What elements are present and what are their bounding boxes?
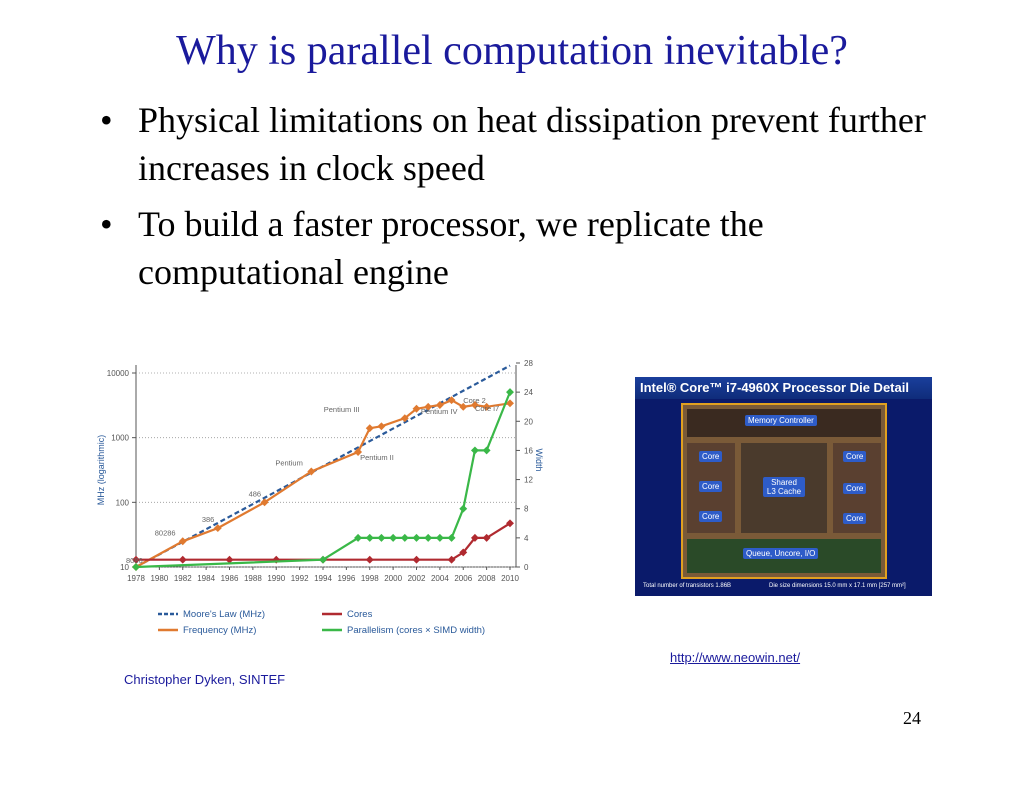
series-point-2 xyxy=(482,533,491,542)
series-point-2 xyxy=(178,555,187,564)
y2-tick-label: 8 xyxy=(524,505,529,514)
series-point-3 xyxy=(424,533,433,542)
annotation-label: Pentium II xyxy=(360,453,394,462)
page-number: 24 xyxy=(903,708,921,728)
die-footer-transistors: Total number of transistors 1.86B xyxy=(643,583,732,589)
x-tick-label: 1992 xyxy=(291,574,309,583)
y2-tick-label: 16 xyxy=(524,446,533,455)
x-tick-label: 1988 xyxy=(244,574,262,583)
series-point-1 xyxy=(365,424,374,433)
annotation-label: 386 xyxy=(202,515,215,524)
x-tick-label: 1990 xyxy=(267,574,285,583)
series-point-3 xyxy=(506,388,514,397)
x-tick-label: 2010 xyxy=(501,574,519,583)
bullet-item: • Physical limitations on heat dissipatio… xyxy=(100,100,926,188)
die-label-core: Core xyxy=(699,481,723,492)
series-point-3 xyxy=(354,533,363,542)
series-point-1 xyxy=(213,524,222,533)
series-point-3 xyxy=(400,533,409,542)
annotation-label: Core i7 xyxy=(475,404,499,413)
series-point-1 xyxy=(459,402,468,411)
y2-axis-title: Width xyxy=(534,448,544,471)
die-image-header: Intel® Core™ i7-4960X Processor Die Deta… xyxy=(635,377,932,399)
chart-credit: Christopher Dyken, SINTEF xyxy=(124,672,286,687)
series-point-3 xyxy=(447,533,456,542)
x-tick-label: 1986 xyxy=(221,574,239,583)
x-tick-label: 1998 xyxy=(361,574,379,583)
y2-tick-label: 24 xyxy=(524,388,533,397)
series-point-1 xyxy=(377,422,386,431)
annotation-label: Pentium IV xyxy=(421,407,458,416)
die-label-queue-uncore: Queue, Uncore, I/O xyxy=(743,548,819,559)
die-footer-size: Die size dimensions 15.0 mm x 17.1 mm [2… xyxy=(769,583,906,589)
y2-tick-label: 20 xyxy=(524,417,533,426)
x-tick-label: 1996 xyxy=(337,574,355,583)
die-label-core: Core xyxy=(699,511,723,522)
die-label-l3-cache: Shared L3 Cache xyxy=(763,477,805,497)
series-point-3 xyxy=(482,446,491,455)
annotation-label: Pentium xyxy=(275,458,303,467)
bullet-list: • Physical limitations on heat dissipatio… xyxy=(98,96,938,304)
slide-title: Why is parallel computation inevitable? xyxy=(176,28,848,74)
series-point-2 xyxy=(412,555,421,564)
series-point-3 xyxy=(412,533,421,542)
x-tick-label: 2000 xyxy=(384,574,402,583)
processor-die-image: Intel® Core™ i7-4960X Processor Die Deta… xyxy=(635,377,932,596)
series-point-3 xyxy=(389,533,398,542)
annotation-label: Pentium III xyxy=(324,405,360,414)
series-point-2 xyxy=(365,555,374,564)
die-label-core: Core xyxy=(843,483,867,494)
annotation-label: 80286 xyxy=(155,528,176,537)
series-line-3 xyxy=(135,391,512,569)
legend-label-0: Moore's Law (MHz) xyxy=(183,609,265,620)
series-point-3 xyxy=(365,533,374,542)
series-line-2 xyxy=(136,522,511,561)
y2-tick-label: 28 xyxy=(524,359,533,368)
series-point-2 xyxy=(470,533,479,542)
x-tick-label: 1984 xyxy=(197,574,215,583)
x-tick-label: 1978 xyxy=(127,574,145,583)
x-tick-label: 2002 xyxy=(408,574,426,583)
series-point-1 xyxy=(307,467,316,476)
series-point-1 xyxy=(424,402,433,411)
y2-tick-label: 12 xyxy=(524,476,533,485)
bullet-text: To build a faster processor, we replicat… xyxy=(138,204,764,292)
x-tick-label: 1980 xyxy=(150,574,168,583)
clock-speed-chart: 10 100 1000 10000 0 4 8 12 16 20 24 28 1978 1980 1982 1… xyxy=(96,359,544,636)
legend-label-1: Frequency (MHz) xyxy=(183,625,256,636)
source-link[interactable]: http://www.neowin.net/ xyxy=(670,650,801,665)
die-label-memory-controller: Memory Controller xyxy=(745,415,817,426)
annotation-label: 8086 xyxy=(126,556,143,565)
series-point-1 xyxy=(400,414,409,423)
y-axis-title: MHz (logarithmic) xyxy=(96,435,106,506)
y-tick-label: 10000 xyxy=(107,369,130,378)
die-label-core: Core xyxy=(699,451,723,462)
series-line-1 xyxy=(135,398,511,568)
x-tick-label: 2006 xyxy=(454,574,472,583)
die-label-core: Core xyxy=(843,513,867,524)
series-point-3 xyxy=(459,504,468,513)
y2-tick-label: 0 xyxy=(524,563,529,572)
bullet-text: Physical limitations on heat dissipation… xyxy=(138,100,926,188)
legend-label-3: Parallelism (cores × SIMD width) xyxy=(347,625,485,636)
x-tick-label: 2008 xyxy=(478,574,496,583)
y-tick-label: 1000 xyxy=(111,434,129,443)
y-tick-label: 100 xyxy=(116,498,130,507)
y2-tick-label: 4 xyxy=(524,534,529,543)
series-point-3 xyxy=(377,533,386,542)
series-point-1 xyxy=(482,402,491,411)
die-label-core: Core xyxy=(843,451,867,462)
bullet-item: • To build a faster processor, we replica… xyxy=(100,204,764,292)
y-tick-label: 10 xyxy=(120,563,129,572)
series-point-3 xyxy=(435,533,444,542)
legend-label-2: Cores xyxy=(347,609,373,620)
series-point-1 xyxy=(412,404,421,413)
x-tick-label: 1982 xyxy=(174,574,192,583)
x-tick-label: 1994 xyxy=(314,574,332,583)
annotation-label: Core 2 xyxy=(463,396,486,405)
series-point-2 xyxy=(506,519,514,528)
annotation-label: 486 xyxy=(249,489,262,498)
series-point-3 xyxy=(470,446,479,455)
x-tick-label: 2004 xyxy=(431,574,449,583)
